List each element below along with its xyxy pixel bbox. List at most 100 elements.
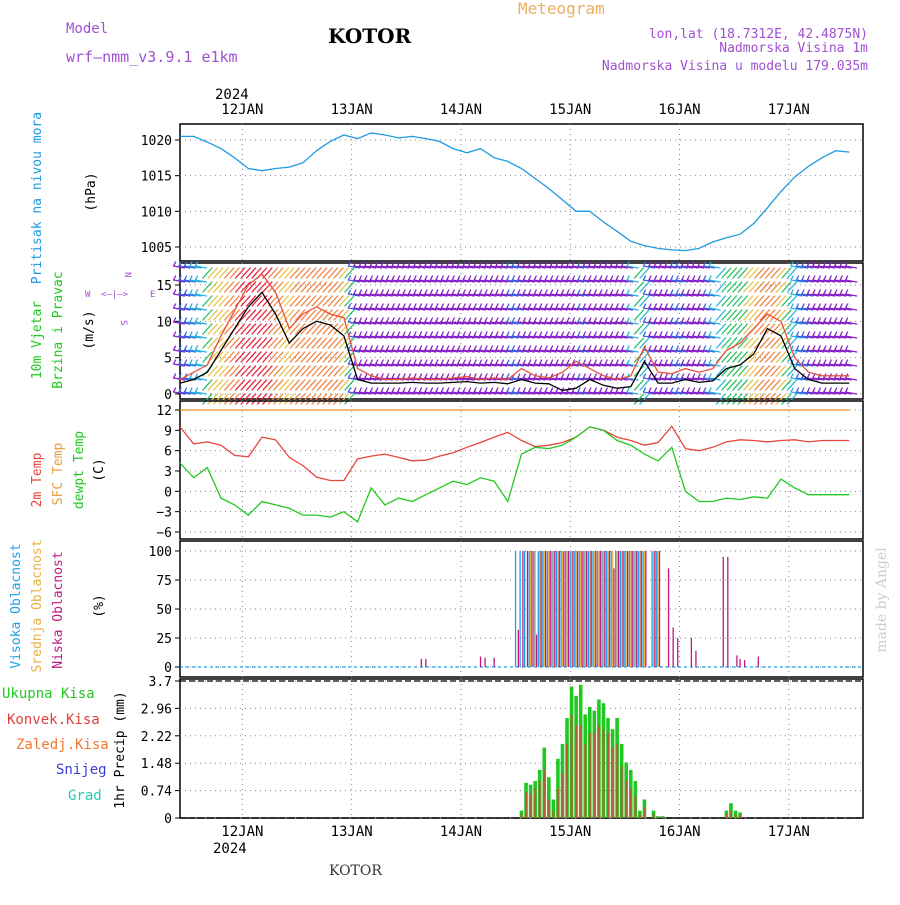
wind-barb-298 [306, 379, 317, 391]
wind-barb-1798 [770, 379, 781, 391]
wind-barb-144 [224, 323, 235, 335]
wind-barb-tick-1889 [801, 387, 805, 393]
wind-barb-1932 [817, 279, 830, 283]
wind-barb-1728 [732, 379, 743, 391]
wind-barb-tick-1503 [659, 345, 663, 351]
wind-barb-tick-1505 [659, 359, 663, 365]
wind-barb-1788 [765, 379, 776, 391]
wind-barb-830 [473, 265, 486, 269]
wind-barb-tick-1351 [615, 261, 619, 267]
wind-barb-38 [178, 391, 191, 395]
wind-barb-215 [262, 337, 273, 349]
wind-barb-1484 [653, 363, 667, 367]
wind-barb-1126 [549, 377, 563, 381]
wind-barb-tick-1525 [664, 359, 668, 365]
wind-barb-1966 [823, 377, 836, 381]
wind-barb-622 [413, 349, 426, 353]
wind-barb-tick-581 [402, 331, 406, 337]
wind-barb-100 [202, 267, 213, 279]
wind-barb-1036 [528, 307, 541, 311]
wind-barb-tick-765 [451, 359, 455, 365]
wind-barb-1616 [691, 307, 705, 311]
wind-barb-1514 [664, 293, 677, 297]
wind-barb-1684 [708, 363, 721, 367]
wind-barb-1756 [748, 351, 759, 363]
wind-barb-tick-1377 [620, 303, 625, 309]
wind-barb-1697 [715, 365, 727, 377]
wind-barb-204 [256, 323, 268, 335]
wind-barbs [172, 261, 858, 405]
wind-barb-896 [489, 307, 503, 311]
wind-barb-1264 [588, 363, 601, 367]
wind-barb-167 [235, 365, 246, 377]
wind-barb-1771 [759, 281, 770, 293]
wind-barb-260 [289, 267, 300, 279]
wind-barb-2010 [839, 265, 852, 269]
wind-barb-1340 [610, 335, 623, 339]
wind-barb-323 [322, 309, 333, 321]
wind-barb-312 [316, 295, 328, 307]
wind-barb-tick-1893 [806, 275, 811, 281]
wind-barb-1800 [775, 267, 787, 279]
wind-barb-tick-45 [183, 289, 188, 295]
wind-barb-120 [213, 267, 224, 279]
wind-barb-tick-1509 [659, 387, 663, 393]
wind-barb-1144 [555, 363, 568, 367]
wind-barb-tick-1403 [626, 345, 630, 351]
wind-barb-tick-901 [489, 331, 494, 337]
wind-barb-347 [333, 365, 344, 377]
wind-barb-1014 [522, 293, 535, 297]
wind-barb-82 [194, 279, 208, 283]
wind-barb-tick-879 [484, 317, 488, 323]
wind-barb-tick-1861 [795, 331, 800, 337]
wind-barb-tick-1673 [708, 275, 712, 281]
wind-barb-271 [295, 281, 306, 293]
wind-barb-tick-629 [413, 387, 417, 393]
wind-barb-462 [369, 349, 382, 353]
wind-barb-tick-1579 [681, 317, 685, 323]
wind-barb-tick-1261 [588, 331, 592, 337]
wind-barb-tick-1527 [664, 373, 668, 379]
wind-barb-tick-1957 [823, 303, 827, 309]
wind-barb-140 [224, 267, 235, 279]
wind-barb-155 [229, 337, 240, 349]
wind-barb-tick-1681 [708, 331, 712, 337]
wind-barb-tick-23 [178, 275, 182, 281]
wind-barb-tick-1303 [599, 345, 603, 351]
wind-barb-tick-603 [407, 345, 412, 351]
cloud-ticklabel-1: 75 [156, 574, 172, 589]
wind-barb-tick-683 [429, 345, 434, 351]
wind-barb-tick-883 [484, 345, 488, 351]
wind-barb-tick-1345 [610, 359, 614, 365]
wind-barb-190 [251, 267, 262, 279]
wind-barb-tick-831 [473, 261, 477, 267]
wind-barb-24 [178, 293, 191, 297]
wind-barb-894 [489, 293, 503, 297]
wind-barb-tick-823 [467, 345, 472, 351]
wind-barb-tick-1137 [555, 303, 559, 309]
wind-barb-tick-1033 [528, 275, 532, 281]
wind-barb-1522 [664, 349, 677, 353]
wind-barb-tick-1275 [593, 289, 597, 295]
precip-conv-bar-22 [620, 766, 623, 818]
wind-barb-1208 [571, 391, 585, 395]
wind-barb-tick-559 [396, 317, 401, 323]
wind-barb-1777 [759, 365, 770, 377]
wind-barb-1440 [642, 335, 656, 339]
precip-conv-bar-3 [534, 788, 537, 818]
wind-barb-tick-861 [478, 331, 483, 337]
wind-barb-754 [451, 293, 464, 297]
wind-barb-928 [495, 391, 508, 395]
wind-barb-tick-1607 [686, 373, 690, 379]
wind-barb-tick-1337 [610, 303, 614, 309]
wind-barb-1672 [708, 279, 721, 283]
wind-barb-1478 [653, 321, 667, 325]
wind-barb-768 [451, 391, 464, 395]
pressure-ticklabel-3: 1005 [141, 241, 172, 256]
wind-barb-1228 [577, 391, 590, 395]
wind-barb-tick-1433 [642, 275, 647, 281]
wind-barb-1344 [610, 363, 623, 367]
wind-barb-tick-811 [467, 261, 472, 267]
wind-barb-tick-1595 [686, 289, 690, 295]
